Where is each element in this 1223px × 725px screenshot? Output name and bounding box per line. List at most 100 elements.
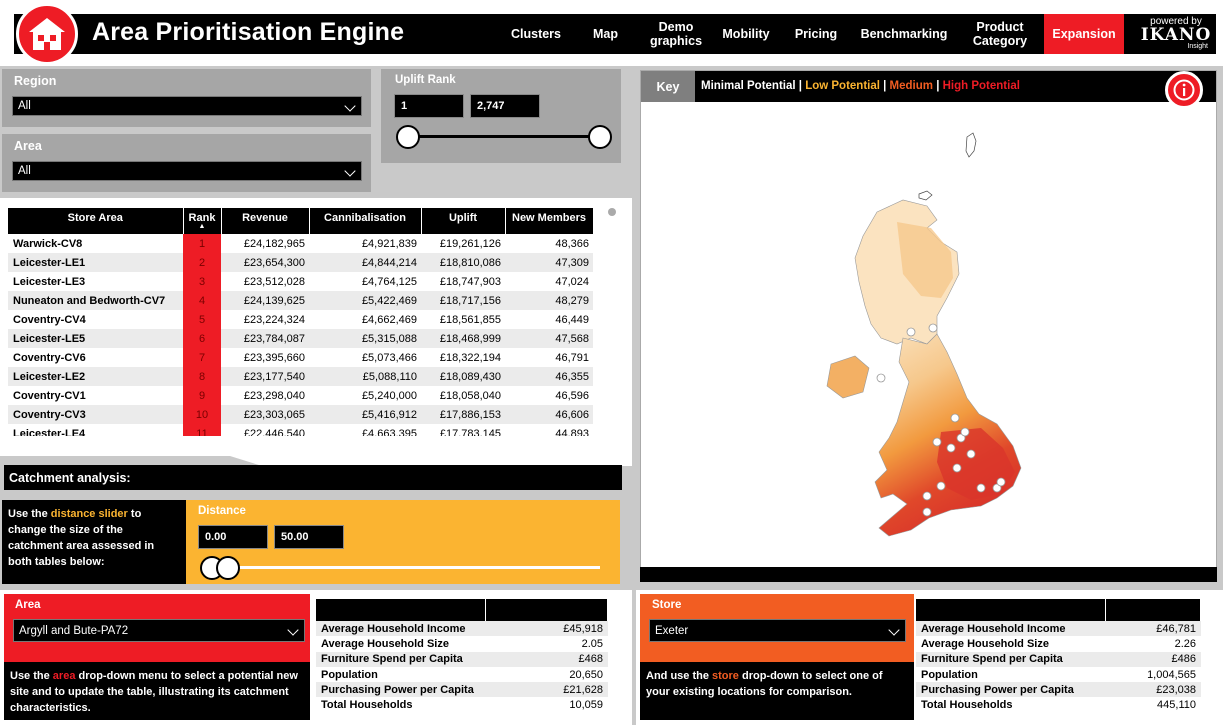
nav-expansion[interactable]: Expansion [1044,14,1124,54]
stat-value: £468 [578,653,603,666]
col-new-members[interactable]: New Members [505,208,594,234]
nav-map[interactable]: Map [593,27,618,41]
uplift-max-input[interactable]: 2,747 [470,94,540,118]
cell-new-members: 46,606 [505,405,593,424]
cell-uplift: £17,783,145 [439,427,501,437]
cell-store-area: Warwick-CV8 [13,237,83,250]
uplift-slider-track[interactable] [408,135,600,138]
key-item: Medium [889,80,933,92]
cell-cannibalisation: £5,088,110 [309,367,421,386]
col-cannibalisation[interactable]: Cannibalisation [309,208,422,234]
expansion-table: Store Area Rank ▲ Revenue Cannibalisation… [8,208,608,436]
orkney [918,190,933,201]
area-dropdown[interactable]: All [12,161,362,181]
cell-store-area: Leicester-LE2 [8,367,183,386]
uplift-rank-panel: Uplift Rank 1 2,747 [381,69,621,163]
cell-rank: 11 [183,424,221,436]
stat-row: Average Household Size 2.26 [916,636,1201,651]
high-potential-region [937,428,1015,500]
store-markers [876,323,1006,517]
region-dropdown[interactable]: All [12,96,362,116]
distance-slider-track[interactable] [204,566,600,569]
app-header: Area Prioritisation Engine Clusters Map … [0,0,1223,66]
cell-cannibalisation: £4,921,839 [361,237,417,250]
table-row[interactable]: Warwick-CV8 1 £24,182,965 £4,921,839 £19,261… [8,234,593,253]
table-row[interactable]: Leicester-LE4 11 £22,446,540 £4,663,395 £17,… [8,424,593,436]
cell-uplift: £18,468,999 [421,329,505,348]
table-row[interactable]: Coventry-CV4 5 £23,224,324 £4,662,469 £18,56… [8,310,593,329]
col-uplift[interactable]: Uplift [421,208,506,234]
store-select-dropdown[interactable]: Exeter [649,619,906,642]
cell-new-members: 48,279 [505,291,593,310]
cell-rank: 9 [183,386,221,405]
scotland-east [897,222,953,298]
nav-benchmarking[interactable]: Benchmarking [860,27,948,41]
cell-rank: 10 [183,405,221,424]
stat-row: Furniture Spend per Capita £468 [316,651,608,667]
col-store-area[interactable]: Store Area [8,208,184,234]
col-rank[interactable]: Rank ▲ [183,208,222,234]
stat-value: 20,650 [569,668,603,681]
table-row[interactable]: Leicester-LE3 3 £23,512,028 £4,764,125 £18,7… [8,272,593,291]
cell-cannibalisation: £5,240,000 [361,389,417,402]
cell-uplift: £18,322,194 [439,351,501,364]
nav-demographics[interactable]: Demo graphics [649,20,703,48]
store-help-post: drop-down to select one of your existing… [646,670,883,698]
cell-store-area: Coventry-CV6 [13,351,86,364]
uplift-slider-min-handle[interactable] [396,125,420,149]
cell-new-members: 47,024 [555,275,589,288]
stat-value: 445,110 [1157,699,1196,712]
cell-revenue: £24,139,625 [221,291,309,310]
region-label: Region [14,74,57,88]
cell-store-area: Coventry-CV4 [13,313,86,326]
nav-mobility[interactable]: Mobility [722,27,770,41]
uplift-slider-max-handle[interactable] [588,125,612,149]
catchment-help-highlight: distance slider [50,508,128,520]
table-row[interactable]: Coventry-CV3 10 £23,303,065 £5,416,912 £17,8… [8,405,593,424]
house-icon[interactable] [16,3,78,65]
table-row[interactable]: Coventry-CV6 7 £23,395,660 £5,073,466 £18,32… [8,348,593,367]
area-select-dropdown[interactable]: Argyll and Bute-PA72 [13,619,305,642]
cell-rank: 6 [183,329,221,348]
store-help-highlight: store [712,670,739,682]
nav-product-category[interactable]: Product Category [972,20,1028,48]
key-legend: Minimal Potential | Low Potential | Medi… [701,80,1020,92]
col-revenue[interactable]: Revenue [221,208,310,234]
chevron-down-icon [344,100,356,112]
key-separator: | [879,80,890,92]
area-help-pre: Use the [10,670,53,682]
table-row[interactable]: Coventry-CV1 9 £23,298,040 £5,240,000 £18,05… [8,386,593,405]
scroll-indicator[interactable] [608,208,616,216]
store-stats-header [916,599,1201,621]
stat-row: Average Household Income £45,918 [316,621,608,637]
table-row[interactable]: Leicester-LE1 2 £23,654,300 £4,844,214 £18,8… [8,253,593,272]
area-value: All [18,165,31,177]
cell-revenue: £23,298,040 [243,389,305,402]
distance-min-input[interactable]: 0.00 [198,525,268,549]
uk-map[interactable] [641,102,1216,567]
cell-store-area: Nuneaton and Bedworth-CV7 [8,291,183,310]
cell-revenue: £24,182,965 [243,237,305,250]
app-title: Area Prioritisation Engine [92,18,405,46]
nav-pricing[interactable]: Pricing [794,27,838,41]
info-icon[interactable] [1165,71,1203,109]
uplift-min-input[interactable]: 1 [394,94,464,118]
distance-max-input[interactable]: 50.00 [274,525,344,549]
key-item: Minimal Potential [701,80,796,92]
cell-rank: 4 [183,291,221,310]
table-row[interactable]: Leicester-LE2 8 £23,177,540 £5,088,110 £18,0… [8,367,593,386]
key-separator: | [933,80,943,92]
nav-clusters[interactable]: Clusters [510,27,562,41]
table-row[interactable]: Nuneaton and Bedworth-CV7 4 £24,139,625 £5,… [8,291,593,310]
cell-uplift: £18,810,086 [421,253,505,272]
stat-key: Purchasing Power per Capita [921,683,1074,696]
store-select-panel: Store Exeter [640,594,914,662]
area-label: Area [14,139,42,153]
stat-value: £21,628 [563,683,603,696]
stat-key: Furniture Spend per Capita [921,653,1063,666]
northern-ireland [826,355,870,399]
cell-new-members: 47,568 [505,329,593,348]
cell-cannibalisation: £4,663,395 [361,427,417,437]
distance-slider-max-handle[interactable] [215,556,240,580]
table-row[interactable]: Leicester-LE5 6 £23,784,087 £5,315,088 £18,4… [8,329,593,348]
